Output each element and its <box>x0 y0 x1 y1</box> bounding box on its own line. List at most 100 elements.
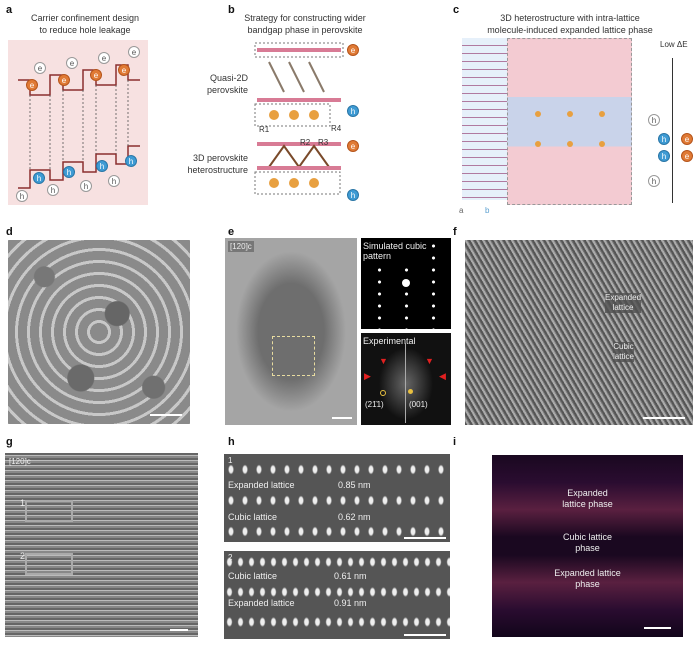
row-value: 0.61 nm <box>334 571 367 581</box>
electron-icon: e <box>118 64 130 76</box>
text-line: lattice <box>613 352 634 361</box>
hole-icon: h <box>347 105 359 117</box>
hole-icon: h <box>80 180 92 192</box>
arrow-icon: ◀ <box>439 371 446 381</box>
expanded-lattice-label: Expanded lattice <box>605 293 642 313</box>
central-spot <box>402 279 410 287</box>
text-line: heterostructure <box>187 165 248 175</box>
text-line: Quasi-2D <box>209 73 248 83</box>
electron-icon: e <box>26 79 38 91</box>
panel-a-label: a <box>6 4 13 16</box>
hole-icon: h <box>96 160 108 172</box>
panel-i-label: i <box>453 436 457 448</box>
electron-icon: e <box>681 150 693 162</box>
title-line: bandgap phase in perovskite <box>247 25 363 35</box>
region-1-label: 1 <box>20 498 26 508</box>
simulated-pattern-label: Simulated cubic pattern <box>363 241 427 261</box>
cubic-phase-label: Cubic lattice phase <box>492 532 683 554</box>
row-label: Expanded lattice <box>228 598 295 608</box>
text-line: Cubic lattice <box>562 532 613 542</box>
scale-bar <box>404 537 446 539</box>
axis-b-label: b <box>485 206 490 215</box>
text-line: lattice <box>612 303 634 312</box>
heterostructure-label: 3D perovskite heterostructure <box>168 152 248 176</box>
circled-spot <box>380 390 386 396</box>
selected-area-box <box>272 336 315 376</box>
tem-image-nanocrystals <box>8 240 190 424</box>
panel-f-label: f <box>453 226 457 238</box>
hrtem-image-single-crystal: [120]c <box>225 238 357 425</box>
electron-icon: e <box>98 52 110 64</box>
title-line: Strategy for constructing wider <box>244 13 366 23</box>
spot-label-211: (21̄1) <box>365 400 384 409</box>
arrow-icon: ▼ <box>379 356 388 366</box>
zoomed-region-2: 2 Cubic lattice 0.61 nm Expanded lattice… <box>224 551 450 639</box>
hole-icon: h <box>47 184 59 196</box>
spot-label-001: (001) <box>409 400 428 409</box>
cubic-lattice-label: Cubic lattice <box>613 342 634 362</box>
scale-bar <box>170 629 188 631</box>
arrow-icon: ▼ <box>425 356 434 366</box>
yellow-spot <box>408 389 413 394</box>
region-1-box[interactable] <box>25 500 73 522</box>
simulated-diffraction-pattern: Simulated cubic pattern <box>361 238 451 329</box>
row-label: Expanded lattice <box>228 480 295 490</box>
text-line: Expanded <box>567 488 608 498</box>
experimental-fft-pattern: Experimental ▼ ▼ ▶ ◀ (21̄1) (001) <box>361 333 451 425</box>
r4-label: R4 <box>331 124 342 133</box>
panel-b-label: b <box>228 4 235 16</box>
energy-offset-label: Low ΔE <box>660 40 688 49</box>
title-line: to reduce hole leakage <box>39 25 131 35</box>
text-line: pattern <box>363 251 392 261</box>
panel-a-title: Carrier confinement design to reduce hole… <box>10 12 160 36</box>
hole-icon: h <box>108 175 120 187</box>
text-line: phase <box>575 579 600 589</box>
title-line: 3D heterostructure with intra-lattice <box>500 13 640 23</box>
hole-icon: h <box>16 190 28 202</box>
text-line: Expanded <box>605 293 642 302</box>
text-line: phase <box>575 543 600 553</box>
panel-e-label: e <box>228 226 235 238</box>
region-index: 2 <box>228 553 233 562</box>
hole-icon: h <box>347 189 359 201</box>
scale-bar <box>643 417 685 419</box>
zone-axis-label: [120]c <box>228 241 254 252</box>
streak-line <box>405 343 406 423</box>
haadf-stem-image: [120]c 1 2 <box>5 453 198 637</box>
panel-h-label: h <box>228 436 235 448</box>
electron-icon: e <box>347 44 359 56</box>
expanded-phase-label-top: Expanded lattice phase <box>492 488 683 510</box>
r1-label: R1 <box>259 125 270 134</box>
row-value: 0.85 nm <box>338 480 371 490</box>
title-line: molecule-induced expanded lattice phase <box>487 25 653 35</box>
region-2-box[interactable] <box>25 553 73 575</box>
quasi-2d-label: Quasi-2D perovskite <box>178 72 248 96</box>
text-line: Cubic <box>613 342 634 351</box>
text-line: Expanded lattice <box>554 568 621 578</box>
electron-icon: e <box>347 140 359 152</box>
hrtem-image-lattice-fringes: Expanded lattice Cubic lattice <box>465 240 693 425</box>
electron-icon: e <box>66 57 78 69</box>
zoomed-region-1: 1 Expanded lattice 0.85 nm Cubic lattice… <box>224 454 450 542</box>
electron-icon: e <box>128 46 140 58</box>
text-line: 3D perovskite <box>192 153 248 163</box>
scale-bar <box>404 634 446 636</box>
hole-icon: h <box>63 166 75 178</box>
octahedra-svg <box>535 111 605 147</box>
electron-icon: e <box>681 133 693 145</box>
scale-bar <box>150 414 182 416</box>
r2-label: R2 <box>300 138 311 147</box>
row-label: Cubic lattice <box>228 571 278 581</box>
energy-band-line <box>672 58 692 203</box>
hole-icon: h <box>658 150 670 162</box>
axis-a-label: a <box>459 206 464 215</box>
panel-g-label: g <box>6 436 13 448</box>
scale-bar <box>644 627 671 629</box>
region-index: 1 <box>228 456 233 465</box>
electron-icon: e <box>34 62 46 74</box>
perovskite-structure-diagram <box>254 42 344 197</box>
hole-icon: h <box>658 133 670 145</box>
expanded-phase-label-bottom: Expanded lattice phase <box>492 568 683 590</box>
panel-d-label: d <box>6 226 13 238</box>
hole-icon: h <box>125 155 137 167</box>
